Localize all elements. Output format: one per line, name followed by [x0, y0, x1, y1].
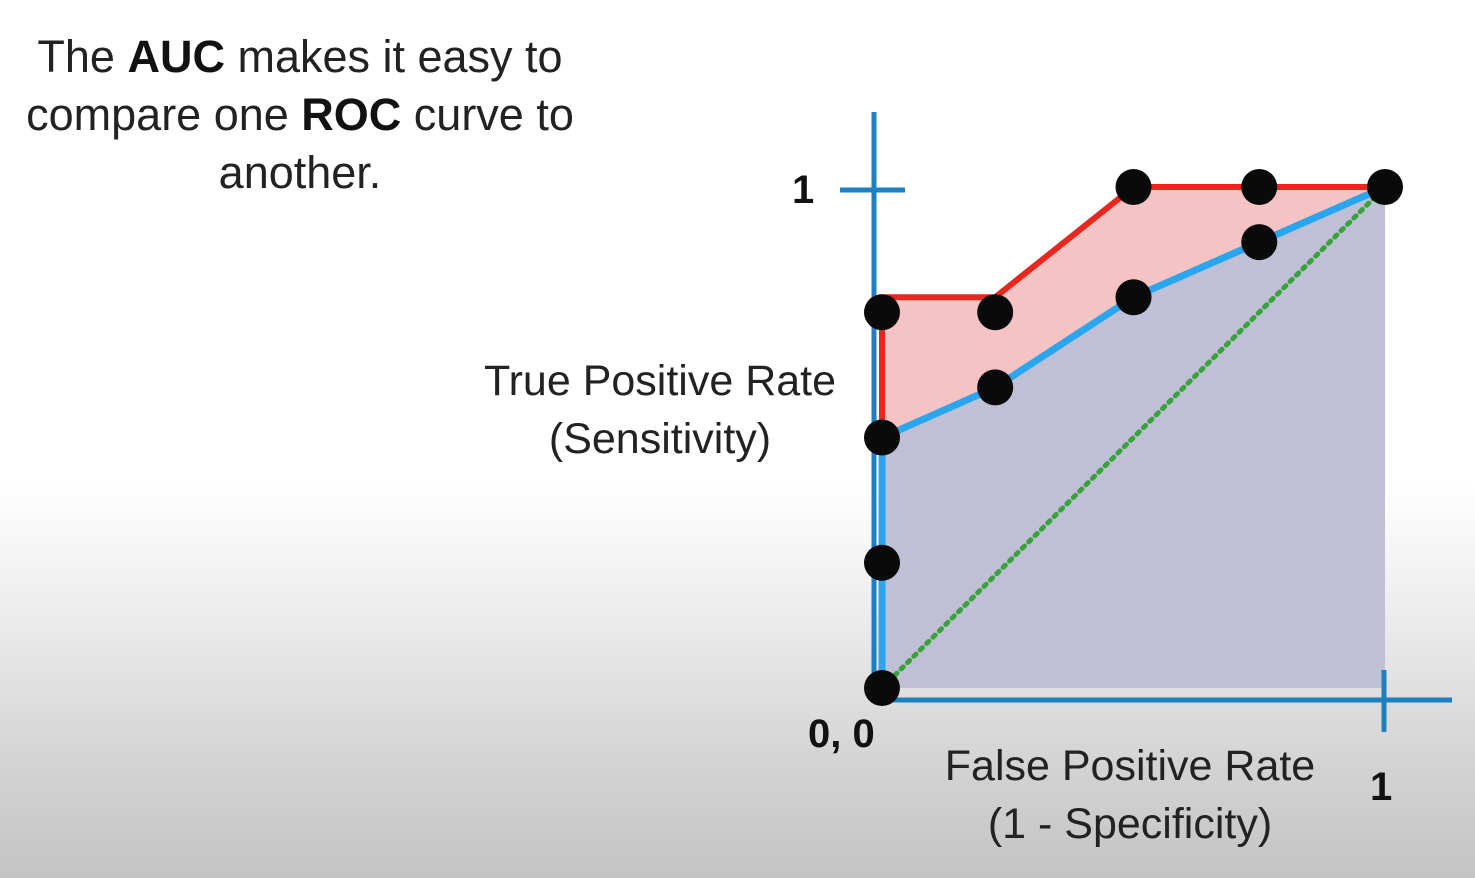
blue-data-point: [977, 369, 1014, 406]
caption-part2: makes it easy to compare one: [26, 31, 563, 140]
x-tick-label-1: 1: [1370, 765, 1393, 809]
blue-data-point: [864, 419, 900, 456]
blue-data-point: [864, 670, 900, 706]
caption-bold-auc: AUC: [127, 31, 225, 82]
red-data-point: [1115, 169, 1152, 205]
random-classifier-line: [879, 184, 1388, 691]
data-points: [864, 169, 1403, 706]
x-axis-label: False Positive Rate (1 - Specificity): [900, 737, 1360, 853]
red-data-point: [1241, 169, 1278, 205]
y-axis-label-line2: (Sensitivity): [548, 415, 772, 463]
red-data-point: [864, 294, 900, 331]
red-data-point: [1367, 169, 1403, 205]
x-axis-label-line2: (1 - Specificity): [987, 800, 1273, 848]
y-tick-label-1: 1: [792, 168, 815, 212]
origin-tick-label: 0, 0: [808, 712, 875, 756]
blue-data-point: [1115, 279, 1152, 316]
blue-data-point: [864, 544, 900, 581]
blue-data-point: [1241, 224, 1278, 261]
red-data-point: [977, 294, 1014, 331]
caption-text: The AUC makes it easy to compare one ROC…: [0, 28, 600, 202]
y-axis-label-line1: True Positive Rate: [483, 357, 837, 405]
x-axis-label-line1: False Positive Rate: [944, 742, 1316, 790]
caption-part1: The: [37, 31, 128, 82]
y-axis-label: True Positive Rate (Sensitivity): [460, 352, 860, 468]
caption-part3: curve to another.: [218, 89, 574, 198]
caption-bold-roc: ROC: [301, 89, 402, 140]
axes: [840, 112, 1452, 732]
roc-curve-blue: [878, 183, 1387, 688]
